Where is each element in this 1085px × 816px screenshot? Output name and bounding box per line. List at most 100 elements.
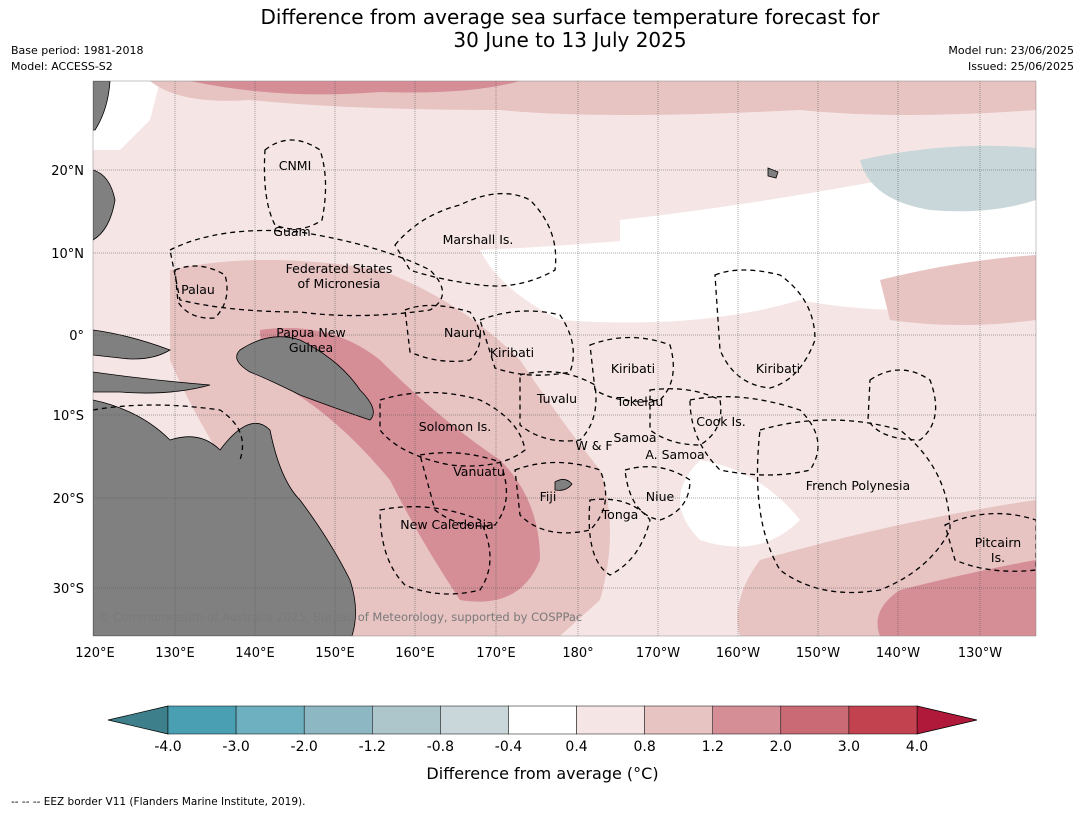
latitude-tick-label: 20°N xyxy=(51,164,84,179)
label-palau: Palau xyxy=(181,282,215,297)
longitude-tick-label: 150°W xyxy=(796,646,840,661)
colorbar-tick-label: 2.0 xyxy=(770,739,792,755)
colorbar-extend-high xyxy=(916,705,978,735)
new-guinea-landmass xyxy=(236,336,374,421)
label-french-polynesia: French Polynesia xyxy=(806,478,910,493)
label-solomon: Solomon Is. xyxy=(419,419,492,434)
colorbar: -4.0 -3.0 -2.0 -1.2 -0.8 -0.4 0.4 0.8 1.2 2.0 3.0 4… xyxy=(107,705,978,755)
map-area xyxy=(93,81,1036,636)
title-line-1: Difference from average sea surface temp… xyxy=(260,5,880,29)
label-nauru: Nauru xyxy=(444,325,482,340)
longitude-tick-label: 120°E xyxy=(75,646,115,661)
colorbar-bin xyxy=(644,705,713,735)
colorbar-bin xyxy=(576,705,645,735)
map-title: Difference from average sea surface temp… xyxy=(0,6,1085,52)
longitude-tick-label: 180° xyxy=(562,646,593,661)
label-tonga: Tonga xyxy=(601,507,639,522)
colorbar-tick-label: -3.0 xyxy=(222,739,249,755)
colorbar-bin xyxy=(780,705,850,735)
longitude-tick-label: 130°E xyxy=(155,646,195,661)
colorbar-tick-label: -0.4 xyxy=(495,739,522,755)
eez-border-tokelau xyxy=(649,388,722,446)
eez-border-vanuatu xyxy=(419,452,508,527)
eez-border-kiribati-phoenix xyxy=(589,336,674,402)
longitude-tick-label: 140°W xyxy=(876,646,920,661)
fiji-landmass xyxy=(554,479,573,491)
australia-landmass xyxy=(93,399,356,636)
meta-left: Base period: 1981-2018 Model: ACCESS-S2 xyxy=(11,43,143,75)
colorbar-tick-label: -4.0 xyxy=(154,739,181,755)
issued-date: Issued: 25/06/2025 xyxy=(967,60,1074,73)
latitude-labels: 20°N 10°N 0° 10°S 20°S 30°S xyxy=(51,164,84,597)
latitude-tick-label: 30°S xyxy=(53,582,84,597)
colorbar-tick-label: -2.0 xyxy=(291,739,318,755)
colorbar-tick-label: 3.0 xyxy=(838,739,860,755)
colorbar-bin xyxy=(372,705,441,735)
label-samoa: Samoa xyxy=(613,430,656,445)
eez-border-marshall xyxy=(394,192,557,287)
label-marshall: Marshall Is. xyxy=(443,232,514,247)
longitude-tick-label: 140°E xyxy=(235,646,275,661)
label-pitcairn-2: Is. xyxy=(991,550,1005,565)
title-line-2: 30 June to 13 July 2025 xyxy=(453,28,687,52)
philippines-landmass xyxy=(93,169,116,241)
label-tuvalu: Tuvalu xyxy=(536,391,577,406)
label-tokelau: Tokelau xyxy=(616,394,664,409)
eez-border-fsm xyxy=(169,229,444,317)
longitude-tick-label: 170°W xyxy=(636,646,680,661)
label-pitcairn-1: Pitcairn xyxy=(975,535,1021,550)
anomaly-warm-zone xyxy=(880,255,1036,325)
anomaly-neutral-zone xyxy=(680,460,800,547)
eez-legend-note: -- -- -- EEZ border V11 (Flanders Marine… xyxy=(11,796,306,808)
eez-border-marquesas xyxy=(867,369,937,441)
label-kiribati-central: Kiribati xyxy=(611,361,655,376)
longitude-tick-label: 130°W xyxy=(958,646,1002,661)
colorbar-bin xyxy=(440,705,509,735)
eez-border-niue xyxy=(624,466,691,521)
label-guam: Guam xyxy=(273,224,310,239)
colorbar-extend-low xyxy=(107,705,169,735)
colorbar-bin xyxy=(167,705,237,735)
eez-border-cnmi xyxy=(263,139,327,230)
latitude-tick-label: 10°N xyxy=(51,247,84,262)
latitude-tick-label: 20°S xyxy=(53,492,84,507)
eez-border-solomon xyxy=(379,391,526,467)
longitude-labels: 120°E 130°E 140°E 150°E 160°E 170°E 180° 170°W 1… xyxy=(75,646,1002,661)
indonesia-landmass xyxy=(93,329,171,360)
colorbar-tick-label: 1.2 xyxy=(702,739,724,755)
label-kiribati-west: Kiribati xyxy=(490,345,534,360)
eez-border-tonga xyxy=(588,498,651,576)
label-png-2: Guinea xyxy=(289,340,333,355)
longitude-tick-label: 160°E xyxy=(395,646,435,661)
eez-border-tuvalu xyxy=(519,371,597,442)
colorbar-bin xyxy=(848,705,918,735)
label-new-caledonia: New Caledonia xyxy=(400,517,493,532)
label-vanuatu: Vanuatu xyxy=(453,464,505,479)
eez-border-kiribati-gilbert xyxy=(479,310,574,376)
label-fsm-1: Federated States xyxy=(286,261,393,276)
colorbar-title: Difference from average (°C) xyxy=(426,764,659,783)
map-frame xyxy=(92,80,1037,637)
base-period: Base period: 1981-2018 xyxy=(11,44,144,57)
label-png-1: Papua New xyxy=(276,325,345,340)
model-run: Model run: 23/06/2025 xyxy=(948,44,1074,57)
colorbar-tick-label: 4.0 xyxy=(906,739,928,755)
eez-border-new-caledonia xyxy=(379,506,491,595)
eez-borders xyxy=(93,139,1036,595)
eez-border-fiji xyxy=(514,461,607,534)
model-name: Model: ACCESS-S2 xyxy=(11,60,113,73)
colorbar-bin xyxy=(508,705,577,735)
latitude-tick-label: 10°S xyxy=(53,409,84,424)
eez-border-australia xyxy=(93,404,244,461)
colorbar-tick-label: 0.8 xyxy=(634,739,656,755)
anomaly-warm-zone xyxy=(190,81,520,95)
eez-border-nauru xyxy=(404,304,481,363)
colorbar-tick-label: 0.4 xyxy=(565,739,587,755)
colorbar-bin xyxy=(712,705,782,735)
eez-border-pitcairn xyxy=(944,512,1036,572)
anomaly-cool-zone xyxy=(860,145,1036,212)
anomaly-warm-zone xyxy=(877,560,1036,636)
hawaii-landmass xyxy=(767,167,779,179)
latitude-tick-label: 0° xyxy=(69,329,84,344)
